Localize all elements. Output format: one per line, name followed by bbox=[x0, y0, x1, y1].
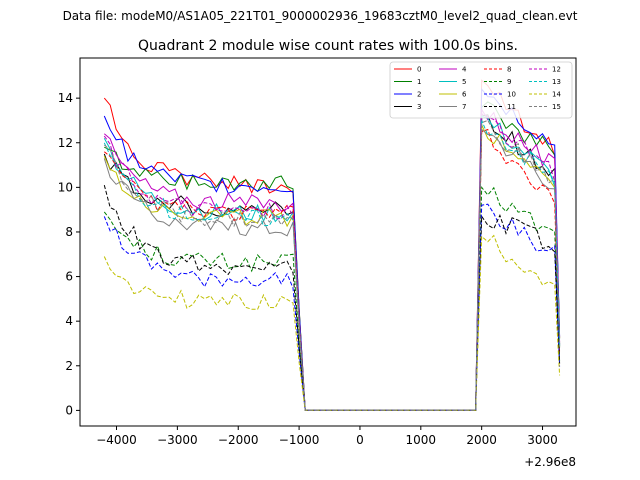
series-line-10 bbox=[103, 203, 561, 411]
legend-frame bbox=[389, 61, 573, 119]
y-tick-label: 10 bbox=[58, 180, 73, 194]
series-line-6 bbox=[103, 124, 561, 411]
figure-suptitle: Data file: modeM0/AS1A05_221T01_90000029… bbox=[63, 9, 578, 23]
series-line-14 bbox=[103, 234, 561, 411]
y-tick-label: 0 bbox=[65, 403, 73, 417]
legend-label-0: 0 bbox=[417, 66, 421, 74]
x-tick-label: 1000 bbox=[406, 433, 437, 447]
x-tick-label: −1000 bbox=[279, 433, 320, 447]
y-tick-label: 8 bbox=[65, 225, 73, 239]
series-line-5 bbox=[103, 115, 561, 411]
y-axis: 0 2 4 6 8 10 12 14 bbox=[58, 91, 80, 417]
y-tick-label: 2 bbox=[65, 359, 73, 373]
x-tick-label: 3000 bbox=[527, 433, 558, 447]
x-tick-label: −2000 bbox=[218, 433, 259, 447]
series-line-4 bbox=[103, 107, 561, 411]
series-line-15 bbox=[103, 119, 561, 411]
series-line-13 bbox=[103, 120, 561, 411]
legend-label-2: 2 bbox=[417, 91, 421, 99]
series-line-9 bbox=[103, 186, 561, 411]
legend-label-11: 11 bbox=[507, 103, 516, 111]
series-line-8 bbox=[103, 128, 561, 411]
legend-label-6: 6 bbox=[462, 91, 467, 99]
x-axis-offset-label: +2.96e8 bbox=[524, 455, 576, 469]
axes-frame bbox=[79, 57, 577, 427]
y-tick-label: 14 bbox=[58, 91, 73, 105]
legend-label-15: 15 bbox=[552, 103, 561, 111]
x-tick-label: 0 bbox=[356, 433, 364, 447]
x-tick-label: 2000 bbox=[466, 433, 497, 447]
y-tick-label: 6 bbox=[65, 270, 73, 284]
legend-label-8: 8 bbox=[507, 66, 511, 74]
x-axis: −4000 −3000 −2000 −1000 0 1000 2000 3000 bbox=[96, 426, 558, 447]
legend-label-1: 1 bbox=[417, 78, 421, 86]
y-tick-label: 12 bbox=[58, 136, 73, 150]
series-line-7 bbox=[103, 128, 561, 411]
x-tick-label: −3000 bbox=[157, 433, 198, 447]
x-tick-label: −4000 bbox=[96, 433, 137, 447]
legend-label-14: 14 bbox=[552, 91, 561, 99]
series-layer bbox=[103, 79, 561, 411]
legend-label-12: 12 bbox=[552, 66, 561, 74]
series-line-12 bbox=[103, 112, 561, 411]
legend-label-4: 4 bbox=[462, 66, 467, 74]
series-line-11 bbox=[103, 184, 561, 411]
legend-label-9: 9 bbox=[507, 78, 511, 86]
legend-label-13: 13 bbox=[552, 78, 561, 86]
series-line-1 bbox=[104, 101, 561, 411]
legend-label-7: 7 bbox=[462, 103, 466, 111]
legend-label-3: 3 bbox=[417, 103, 421, 111]
legend-label-10: 10 bbox=[507, 91, 516, 99]
y-tick-label: 4 bbox=[65, 314, 73, 328]
chart-title: Quadrant 2 module wise count rates with … bbox=[138, 38, 518, 54]
legend-label-5: 5 bbox=[462, 78, 466, 86]
